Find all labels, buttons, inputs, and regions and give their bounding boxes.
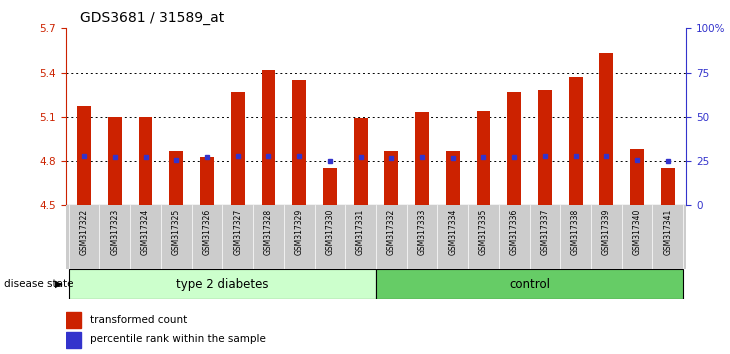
Bar	[292, 80, 306, 205]
Text: GSM317335: GSM317335	[479, 209, 488, 255]
Text: GSM317330: GSM317330	[326, 209, 334, 255]
Bar	[200, 156, 214, 205]
Text: GSM317336: GSM317336	[510, 209, 519, 255]
Text: GSM317328: GSM317328	[264, 209, 273, 255]
Bar	[69, 269, 376, 299]
Bar	[323, 169, 337, 205]
Text: GSM317332: GSM317332	[387, 209, 396, 255]
Bar	[446, 151, 460, 205]
Text: GSM317325: GSM317325	[172, 209, 181, 255]
Bar	[415, 113, 429, 205]
Bar	[169, 151, 183, 205]
Text: disease state: disease state	[4, 279, 73, 289]
Text: GSM317329: GSM317329	[295, 209, 304, 255]
Bar	[538, 90, 552, 205]
Text: GSM317333: GSM317333	[418, 209, 426, 255]
Bar	[108, 117, 122, 205]
Text: GSM317331: GSM317331	[356, 209, 365, 255]
Bar	[139, 117, 153, 205]
Text: transformed count: transformed count	[90, 315, 187, 325]
Text: GSM317340: GSM317340	[633, 209, 642, 255]
Text: percentile rank within the sample: percentile rank within the sample	[90, 335, 266, 344]
Text: type 2 diabetes: type 2 diabetes	[176, 278, 269, 291]
Text: GSM317327: GSM317327	[233, 209, 242, 255]
Bar	[630, 149, 644, 205]
Bar	[353, 118, 367, 205]
Text: GSM317339: GSM317339	[602, 209, 611, 255]
Text: GSM317337: GSM317337	[540, 209, 550, 255]
Text: control: control	[509, 278, 550, 291]
Bar	[261, 70, 275, 205]
Bar	[231, 92, 245, 205]
Bar	[66, 332, 80, 348]
Bar	[77, 107, 91, 205]
Bar	[661, 169, 675, 205]
Bar	[376, 269, 683, 299]
Bar	[66, 312, 80, 329]
Text: GSM317334: GSM317334	[448, 209, 457, 255]
Text: GSM317341: GSM317341	[664, 209, 672, 255]
Bar	[507, 92, 521, 205]
Bar	[569, 77, 583, 205]
Text: GDS3681 / 31589_at: GDS3681 / 31589_at	[80, 11, 225, 25]
Bar	[477, 111, 491, 205]
Text: GSM317322: GSM317322	[80, 209, 88, 255]
Text: ▶: ▶	[55, 279, 62, 289]
Text: GSM317323: GSM317323	[110, 209, 119, 255]
Bar	[385, 151, 399, 205]
Bar	[599, 53, 613, 205]
Text: GSM317324: GSM317324	[141, 209, 150, 255]
Text: GSM317338: GSM317338	[571, 209, 580, 255]
Text: GSM317326: GSM317326	[202, 209, 212, 255]
